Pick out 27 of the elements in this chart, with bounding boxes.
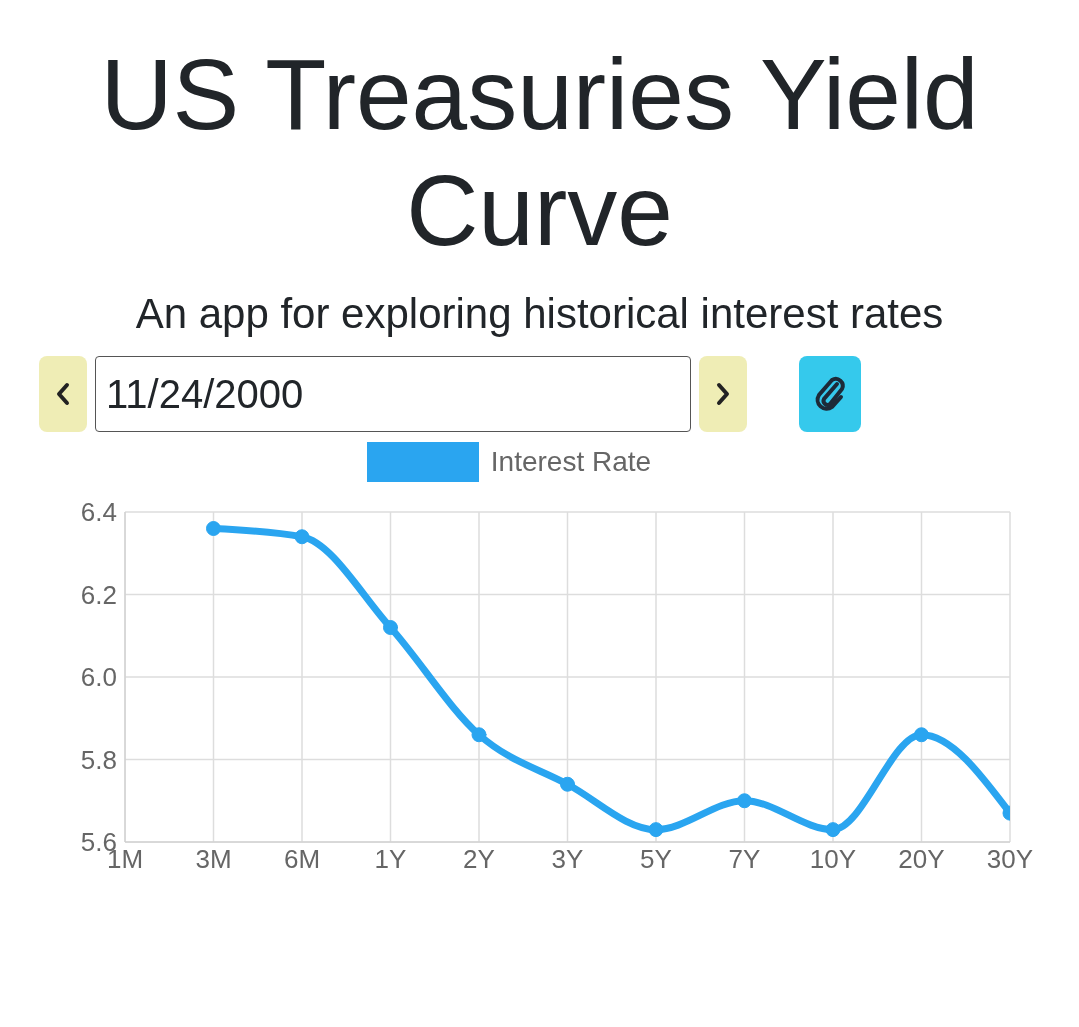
x-tick-label: 3M <box>195 844 232 875</box>
point <box>471 727 487 743</box>
x-tick-label: 6M <box>283 844 321 875</box>
y-tick-label: 6.0 <box>80 662 117 693</box>
point <box>914 727 929 743</box>
point <box>560 776 575 792</box>
y-tick-label: 6.4 <box>80 497 117 528</box>
point <box>294 529 310 545</box>
y-tick-label: 5.8 <box>80 744 117 775</box>
x-tick-label: 10Y <box>809 844 857 875</box>
point <box>206 521 221 536</box>
point <box>648 822 664 838</box>
x-tick-label: 2Y <box>463 844 495 875</box>
point <box>383 620 398 635</box>
x-tick-label: 7Y <box>728 844 761 875</box>
legend-label: Interest Rate <box>490 446 652 478</box>
y-tick-label: 6.2 <box>80 579 117 610</box>
x-tick-label: 5Y <box>640 844 672 875</box>
point <box>737 793 752 809</box>
x-tick-label: 1Y <box>374 844 407 875</box>
x-tick-label: 30Y <box>986 844 1034 875</box>
chart-subtitle: An app for exploring historical interest rates <box>134 290 945 338</box>
x-tick-label: 20Y <box>898 844 945 875</box>
date-field: 11/24/2000 <box>95 356 691 432</box>
x-tick-label: 3Y <box>551 844 584 875</box>
chart-title: US Treasuries Yield Curve <box>99 37 980 268</box>
point <box>825 822 841 838</box>
